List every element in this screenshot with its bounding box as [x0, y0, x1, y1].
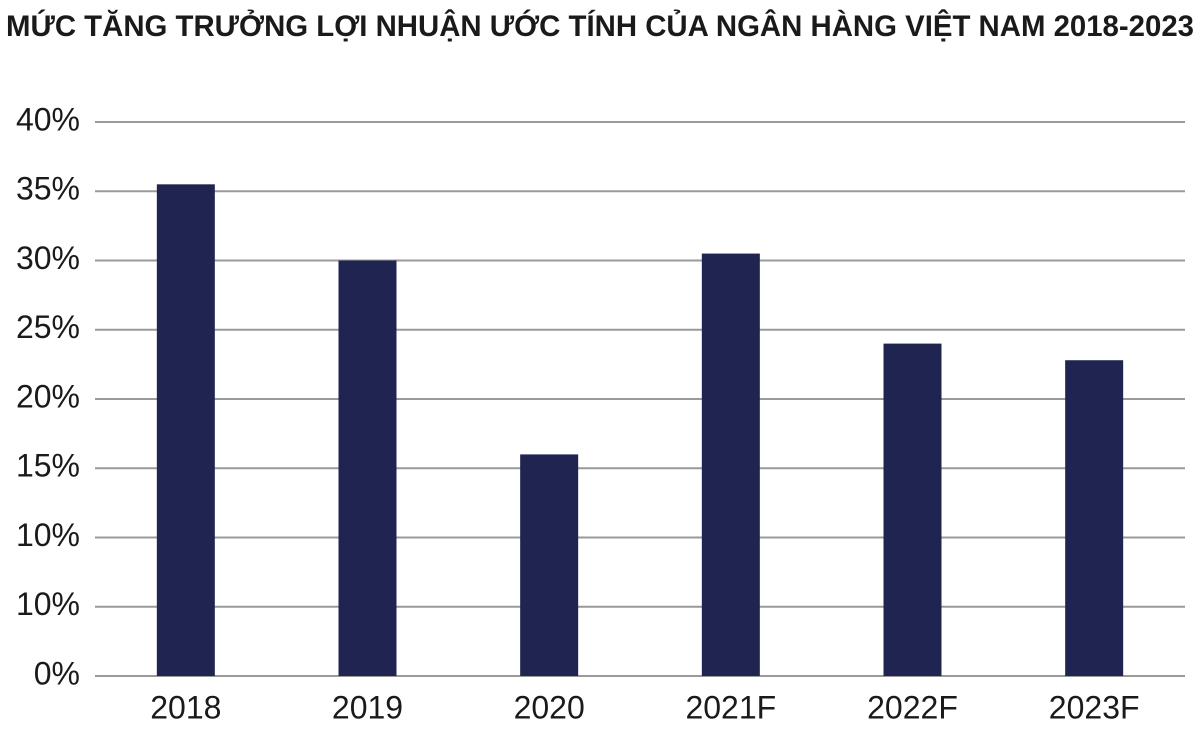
bar: [883, 343, 942, 676]
y-tick-label: 10%: [16, 586, 80, 622]
x-tick-label: 2019: [332, 689, 403, 725]
y-tick-label: 10%: [16, 517, 80, 553]
y-tick-label: 25%: [16, 309, 80, 345]
y-tick-label: 30%: [16, 240, 80, 276]
bar: [156, 184, 215, 676]
x-tick-label: 2020: [514, 689, 585, 725]
y-tick-label: 20%: [16, 378, 80, 414]
chart-title: MỨC TĂNG TRƯỞNG LỢI NHUẬN ƯỚC TÍNH CỦA N…: [6, 9, 1194, 43]
y-tick-label: 40%: [16, 101, 80, 137]
bar: [520, 454, 579, 676]
x-tick-label: 2018: [150, 689, 221, 725]
y-tick-label: 0%: [34, 655, 80, 691]
y-tick-label: 15%: [16, 448, 80, 484]
x-tick-label: 2023F: [1049, 689, 1140, 725]
y-tick-label: 35%: [16, 171, 80, 207]
x-tick-label: 2022F: [867, 689, 958, 725]
bar: [701, 253, 760, 676]
x-tick-label: 2021F: [685, 689, 776, 725]
bar: [1065, 360, 1124, 676]
bar: [338, 260, 397, 676]
